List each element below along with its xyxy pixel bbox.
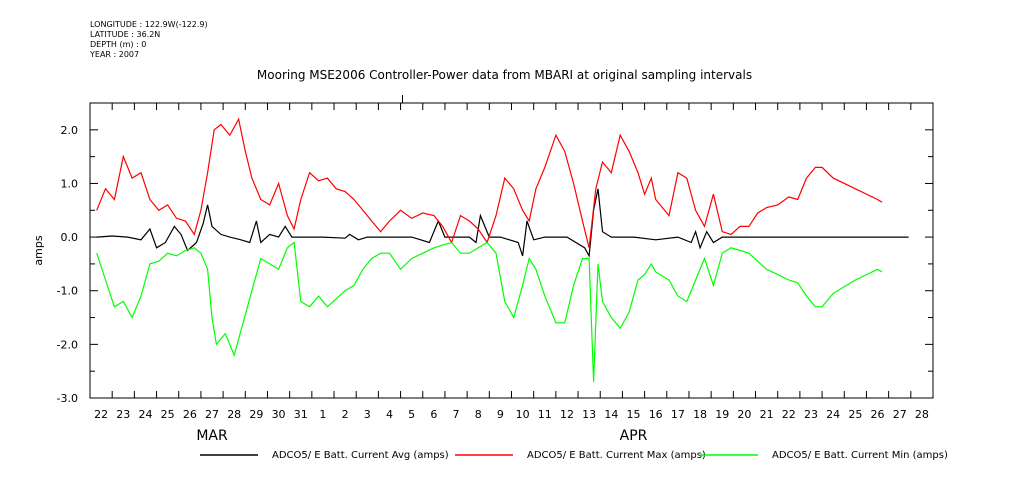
longitude-label: LONGITUDE : 122.9W(-122.9) [90,20,208,29]
x-tick-label: 11 [538,408,552,421]
x-tick-label: 31 [294,408,308,421]
y-tick-label: -3.0 [57,392,78,405]
x-tick-label: 5 [408,408,415,421]
x-tick-label: 28 [915,408,929,421]
month-label: MAR [196,428,228,444]
x-tick-label: 9 [497,408,504,421]
x-tick-label: 13 [582,408,596,421]
x-tick-label: 27 [893,408,907,421]
series-line-1 [96,117,883,248]
x-tick-label: 25 [161,408,175,421]
y-tick-label: -2.0 [57,338,78,351]
x-tick-label: 3 [364,408,371,421]
x-tick-label: 12 [560,408,574,421]
x-tick-label: 26 [183,408,197,421]
x-tick-label: 19 [715,408,729,421]
x-tick-label: 24 [138,408,152,421]
x-tick-label: 1 [319,408,326,421]
month-label: APR [620,428,648,444]
x-tick-label: 17 [671,408,685,421]
x-tick-label: 4 [386,408,393,421]
x-tick-label: 18 [693,408,707,421]
legend-label-0: ADCO5/ E Batt. Current Avg (amps) [272,450,449,461]
x-tick-label: 2 [342,408,349,421]
x-tick-label: 10 [516,408,530,421]
y-tick-label: 0.0 [61,231,79,244]
series-line-0 [96,188,909,258]
x-tick-label: 16 [649,408,663,421]
x-tick-label: 14 [604,408,618,421]
x-tick-label: 28 [227,408,241,421]
x-tick-label: 24 [826,408,840,421]
x-tick-label: 29 [249,408,263,421]
y-axis-label: amps [32,235,45,265]
chart-title: Mooring MSE2006 Controller-Power data fr… [256,68,753,82]
legend-label-2: ADCO5/ E Batt. Current Min (amps) [772,450,948,461]
y-tick-label: 1.0 [61,177,79,190]
x-tick-label: 15 [627,408,641,421]
x-tick-label: 21 [760,408,774,421]
x-tick-label: 20 [737,408,751,421]
station-metadata: LONGITUDE : 122.9W(-122.9) LATITUDE : 36… [90,20,208,60]
x-tick-label: 23 [804,408,818,421]
latitude-label: LATITUDE : 36.2N [90,30,161,39]
x-tick-label: 6 [430,408,437,421]
year-label: YEAR : 2007 [90,50,140,59]
legend-label-1: ADCO5/ E Batt. Current Max (amps) [527,450,706,461]
x-tick-label: 25 [848,408,862,421]
x-tick-label: 23 [116,408,130,421]
x-tick-label: 22 [782,408,796,421]
x-tick-label: 8 [475,408,482,421]
y-tick-label: -1.0 [57,285,78,298]
x-tick-label: 26 [871,408,885,421]
depth-label: DEPTH (m) : 0 [90,40,147,49]
x-tick-label: 22 [94,408,108,421]
x-tick-label: 30 [272,408,286,421]
x-tick-label: 7 [453,408,460,421]
plot-frame [89,102,934,399]
y-tick-label: 2.0 [61,124,79,137]
x-tick-label: 27 [205,408,219,421]
series-line-2 [96,241,883,382]
